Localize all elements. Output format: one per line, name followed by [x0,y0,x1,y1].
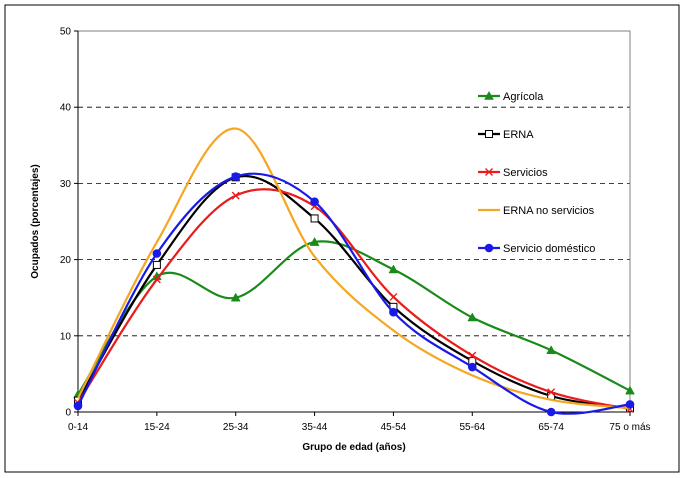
x-tick-label: 25-34 [223,422,249,433]
data-point [152,249,162,258]
data-point [467,362,477,372]
legend-item: Agrícola [478,90,544,103]
data-point [230,292,241,302]
data-point [309,237,320,246]
x-tick-label: 35-44 [302,422,328,433]
data-point [310,197,319,206]
data-point [231,172,241,181]
data-point [625,400,635,409]
data-point [73,401,83,411]
data-point [546,345,557,355]
y-tick-label: 50 [60,27,72,38]
legend-label: ERNA no servicios [503,205,595,217]
legend-item: Servicio doméstico [478,243,595,255]
legend-label: ERNA [503,129,534,141]
y-tick-label: 10 [60,331,72,342]
data-point [388,264,399,274]
data-point [152,275,161,284]
x-tick-label: 0-14 [68,422,88,433]
legend-label: Servicio doméstico [503,243,595,255]
legend-marker [484,90,494,100]
data-point [546,407,556,417]
legend-item: ERNA no servicios [478,205,595,217]
chart-border [4,4,680,473]
legend-item: Servicios [478,167,548,179]
x-tick-label: 65-74 [538,422,564,433]
series-4 [73,172,635,417]
legend-marker [484,243,494,253]
data-point [625,385,635,395]
legend-marker [485,168,493,176]
y-tick-label: 30 [60,179,72,190]
data-point [389,307,398,317]
series-3 [77,127,631,410]
legend-item: ERNA [478,129,534,141]
x-tick-label: 15-24 [144,422,170,433]
data-point [231,191,240,200]
x-tick-label: 55-64 [459,422,485,433]
y-tick-label: 20 [60,255,72,266]
x-tick-label: 75 o más [609,422,650,433]
data-point [547,388,556,397]
data-point [152,260,161,269]
legend-label: Agrícola [503,91,544,103]
data-point [389,292,398,301]
legend-marker [485,130,493,138]
y-tick-label: 40 [60,103,72,114]
legend-label: Servicios [503,167,548,179]
y-tick-label: 0 [65,408,71,419]
data-point [310,214,319,223]
data-point [468,351,477,360]
x-axis-title: Grupo de edad (años) [302,442,405,453]
y-axis-title: Ocupados (porcentajes) [30,164,41,278]
series-line [77,127,631,410]
data-point [467,312,478,322]
x-tick-label: 45-54 [381,422,407,433]
